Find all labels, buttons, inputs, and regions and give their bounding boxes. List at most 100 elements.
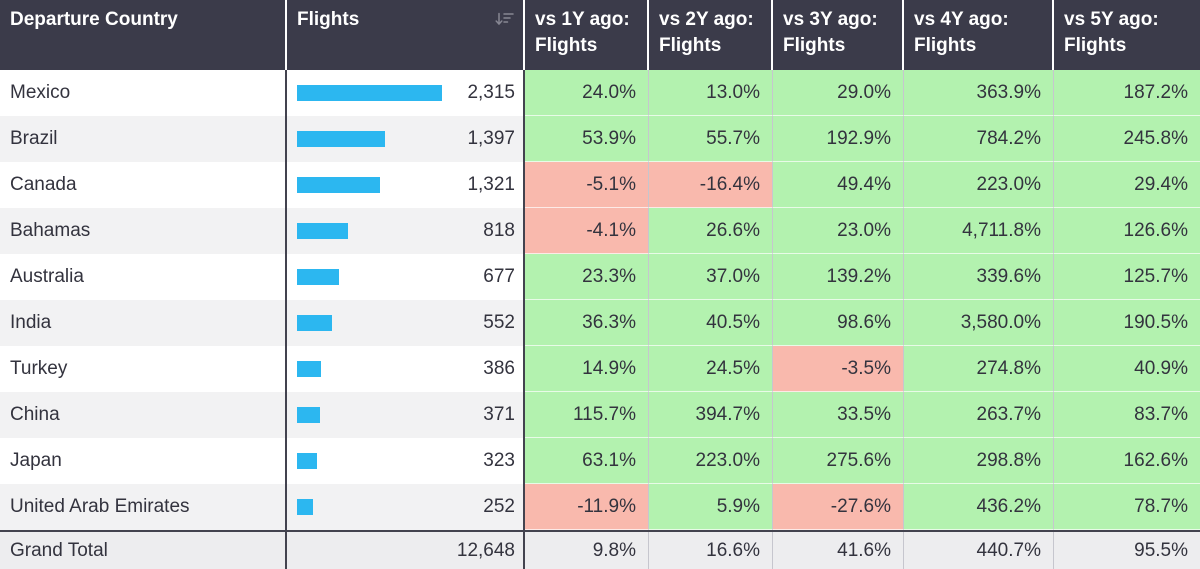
col-header-vs-4y[interactable]: vs 4Y ago: Flights [904, 0, 1054, 70]
pct-cell: 187.2% [1054, 70, 1200, 116]
flights-cell: 677 [287, 254, 525, 300]
flights-bar [297, 131, 385, 147]
pct-cell: -16.4% [649, 162, 773, 208]
pct-cell: 192.9% [773, 116, 904, 162]
flights-bar [297, 85, 442, 101]
col-header-flights-label: Flights [297, 9, 360, 30]
flights-value: 323 [483, 450, 515, 471]
pct-cell: 126.6% [1054, 208, 1200, 254]
country-cell: Japan [0, 438, 287, 484]
country-cell: Australia [0, 254, 287, 300]
pct-cell: 139.2% [773, 254, 904, 300]
pct-cell: 245.8% [1054, 116, 1200, 162]
table-row[interactable]: United Arab Emirates 252 -11.9% 5.9% -27.6% 4… [0, 484, 1200, 530]
flights-cell: 1,321 [287, 162, 525, 208]
flights-bar [297, 315, 332, 331]
flights-value: 1,397 [467, 128, 515, 149]
pct-cell: -3.5% [773, 346, 904, 392]
table-row[interactable]: India 552 36.3% 40.5% 98.6% 3,580.0% 190.5% [0, 300, 1200, 346]
table-row[interactable]: Australia 677 23.3% 37.0% 139.2% 339.6% 125.7% [0, 254, 1200, 300]
table-row[interactable]: Japan 323 63.1% 223.0% 275.6% 298.8% 162.6% [0, 438, 1200, 484]
flights-bar [297, 361, 321, 377]
pct-cell: 98.6% [773, 300, 904, 346]
flights-bar [297, 223, 348, 239]
pct-cell: 55.7% [649, 116, 773, 162]
grand-total-pct-cell: 41.6% [773, 532, 904, 569]
flights-cell: 2,315 [287, 70, 525, 116]
pct-cell: -11.9% [525, 484, 649, 530]
country-cell: Mexico [0, 70, 287, 116]
pct-cell: 5.9% [649, 484, 773, 530]
country-cell: Turkey [0, 346, 287, 392]
col-header-vs-1y[interactable]: vs 1Y ago: Flights [525, 0, 649, 70]
table-row[interactable]: Mexico 2,315 24.0% 13.0% 29.0% 363.9% 187.2% [0, 70, 1200, 116]
table-row[interactable]: Bahamas 818 -4.1% 26.6% 23.0% 4,711.8% 126.6% [0, 208, 1200, 254]
pct-cell: 23.0% [773, 208, 904, 254]
flights-cell: 552 [287, 300, 525, 346]
pct-cell: 436.2% [904, 484, 1054, 530]
grand-total-label: Grand Total [0, 532, 287, 569]
flights-value: 252 [483, 496, 515, 517]
pct-cell: 223.0% [649, 438, 773, 484]
pct-cell: -27.6% [773, 484, 904, 530]
table-row[interactable]: Canada 1,321 -5.1% -16.4% 49.4% 223.0% 29.4% [0, 162, 1200, 208]
table-row[interactable]: Brazil 1,397 53.9% 55.7% 192.9% 784.2% 245.8% [0, 116, 1200, 162]
country-cell: Canada [0, 162, 287, 208]
flights-value: 371 [483, 404, 515, 425]
pct-cell: 83.7% [1054, 392, 1200, 438]
country-cell: Brazil [0, 116, 287, 162]
col-header-vs-5y[interactable]: vs 5Y ago: Flights [1064, 9, 1159, 56]
pct-cell: 53.9% [525, 116, 649, 162]
pct-cell: 26.6% [649, 208, 773, 254]
col-header-departure-country[interactable]: Departure Country [0, 0, 287, 70]
pct-cell: 263.7% [904, 392, 1054, 438]
pct-cell: 223.0% [904, 162, 1054, 208]
pct-cell: 29.0% [773, 70, 904, 116]
pct-cell: 275.6% [773, 438, 904, 484]
sort-descending-icon[interactable] [495, 11, 514, 27]
pct-cell: 394.7% [649, 392, 773, 438]
grand-total-flights-cell: 12,648 [287, 532, 525, 569]
pct-cell: 274.8% [904, 346, 1054, 392]
grand-total-flights-value: 12,648 [456, 539, 515, 561]
pct-cell: -5.1% [525, 162, 649, 208]
flights-value: 818 [483, 220, 515, 241]
flights-bar [297, 269, 339, 285]
table-row[interactable]: Turkey 386 14.9% 24.5% -3.5% 274.8% 40.9% [0, 346, 1200, 392]
flights-bar [297, 453, 317, 469]
pct-cell: 162.6% [1054, 438, 1200, 484]
pct-cell: 37.0% [649, 254, 773, 300]
flights-cell: 818 [287, 208, 525, 254]
col-header-vs-3y[interactable]: vs 3Y ago: Flights [773, 0, 904, 70]
flights-value: 677 [483, 266, 515, 287]
pct-cell: 125.7% [1054, 254, 1200, 300]
table-row[interactable]: China 371 115.7% 394.7% 33.5% 263.7% 83.7% [0, 392, 1200, 438]
pct-cell: 23.3% [525, 254, 649, 300]
country-cell: India [0, 300, 287, 346]
pct-cell: 40.5% [649, 300, 773, 346]
pct-cell: 4,711.8% [904, 208, 1054, 254]
grand-total-pct-cell: 440.7% [904, 532, 1054, 569]
pct-cell: 298.8% [904, 438, 1054, 484]
grand-total-row[interactable]: Grand Total 12,648 9.8% 16.6% 41.6% 440.7% 95.… [0, 530, 1200, 569]
table-header: Departure Country Flights vs 1Y ago: Fli… [0, 0, 1200, 70]
pct-cell: 49.4% [773, 162, 904, 208]
country-cell: China [0, 392, 287, 438]
pct-cell: 14.9% [525, 346, 649, 392]
grand-total-pct-cell: 16.6% [649, 532, 773, 569]
col-header-flights[interactable]: Flights [287, 0, 525, 70]
pct-cell: 115.7% [525, 392, 649, 438]
pct-cell: -4.1% [525, 208, 649, 254]
pct-cell: 40.9% [1054, 346, 1200, 392]
pct-cell: 24.5% [649, 346, 773, 392]
col-header-vs-2y[interactable]: vs 2Y ago: Flights [649, 0, 773, 70]
flights-cell: 371 [287, 392, 525, 438]
pct-cell: 3,580.0% [904, 300, 1054, 346]
pct-cell: 190.5% [1054, 300, 1200, 346]
flights-cell: 323 [287, 438, 525, 484]
pct-cell: 29.4% [1054, 162, 1200, 208]
flights-value: 2,315 [467, 82, 515, 103]
pct-cell: 78.7% [1054, 484, 1200, 530]
pct-cell: 363.9% [904, 70, 1054, 116]
